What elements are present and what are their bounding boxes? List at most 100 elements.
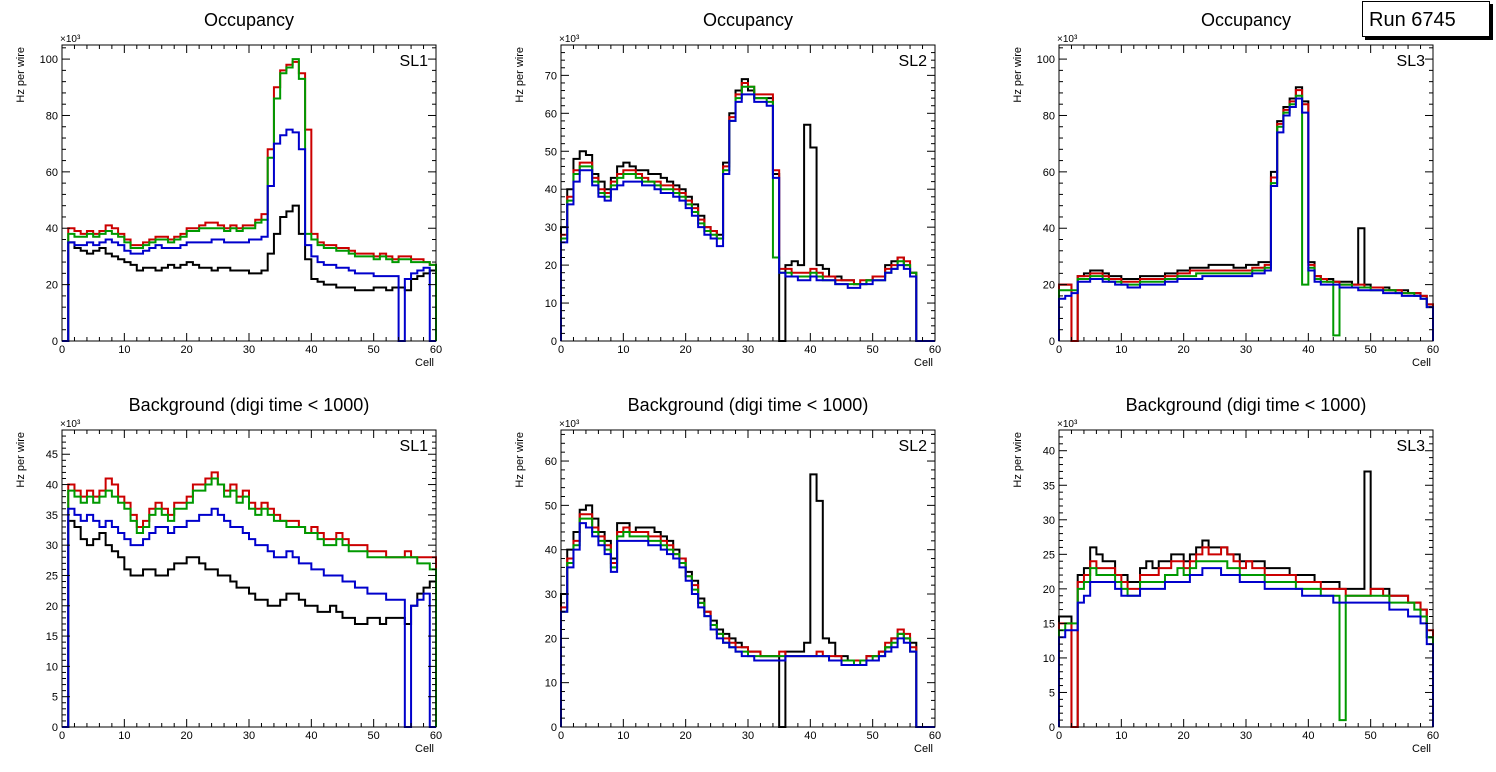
superlayer-label: SL2 xyxy=(899,53,928,70)
plot-title: Occupancy xyxy=(204,10,294,30)
x-tick-label: 20 xyxy=(1178,344,1190,356)
y-tick-label: 40 xyxy=(46,223,58,235)
y-tick-label: 20 xyxy=(46,601,58,613)
x-tick-label: 20 xyxy=(680,344,692,356)
y-exponent-label: ×10³ xyxy=(60,34,81,45)
y-axis-label: Hz per wire xyxy=(15,47,27,103)
y-tick-label: 80 xyxy=(1043,110,1055,122)
x-tick-label: 40 xyxy=(1302,730,1314,742)
x-tick-label: 40 xyxy=(804,730,816,742)
y-tick-label: 0 xyxy=(551,722,557,734)
plot-title: Occupancy xyxy=(1201,10,1291,30)
y-tick-label: 50 xyxy=(545,500,557,512)
series-blue-line xyxy=(1058,567,1434,727)
superlayer-label: SL3 xyxy=(1397,53,1426,70)
series-blue-line xyxy=(560,522,935,728)
x-tick-label: 20 xyxy=(181,730,193,742)
x-tick-label: 50 xyxy=(368,730,380,742)
x-tick-label: 50 xyxy=(368,344,380,356)
y-axis-label: Hz per wire xyxy=(15,432,27,488)
y-tick-label: 0 xyxy=(52,722,58,734)
y-tick-label: 45 xyxy=(46,449,58,461)
y-tick-label: 30 xyxy=(46,540,58,552)
histogram-panel-6: 0 10 20 30 40 50 60 0 5 10 15 20 25 30 35 40 ×10³ Backgro… xyxy=(1012,395,1439,755)
series-red-line xyxy=(1058,546,1434,728)
x-tick-label: 30 xyxy=(243,730,255,742)
y-tick-label: 10 xyxy=(46,661,58,673)
superlayer-label: SL1 xyxy=(400,53,429,70)
x-tick-label: 0 xyxy=(558,344,564,356)
x-tick-label: 0 xyxy=(558,730,564,742)
series-green-line xyxy=(560,85,935,342)
y-tick-label: 40 xyxy=(46,480,58,492)
series-black-line xyxy=(62,519,437,728)
y-tick-label: 10 xyxy=(545,678,557,690)
x-tick-label: 30 xyxy=(742,344,754,356)
y-axis-label: Hz per wire xyxy=(514,47,526,103)
y-exponent-label: ×10³ xyxy=(1057,419,1078,430)
x-axis-label: Cell xyxy=(1412,743,1431,755)
y-tick-label: 15 xyxy=(46,631,58,643)
y-tick-label: 5 xyxy=(52,692,58,704)
y-axis-label: Hz per wire xyxy=(1012,47,1024,103)
superlayer-label: SL2 xyxy=(899,438,928,455)
y-tick-label: 60 xyxy=(545,108,557,120)
x-tick-label: 10 xyxy=(1115,344,1127,356)
superlayer-label: SL1 xyxy=(400,438,429,455)
x-axis-label: Cell xyxy=(1412,357,1431,369)
x-axis-label: Cell xyxy=(914,357,933,369)
x-tick-label: 40 xyxy=(1302,344,1314,356)
x-tick-label: 40 xyxy=(305,344,317,356)
y-tick-label: 0 xyxy=(1049,336,1055,348)
y-tick-label: 40 xyxy=(545,184,557,196)
y-tick-label: 30 xyxy=(1043,515,1055,527)
x-axis-label: Cell xyxy=(415,743,434,755)
y-tick-label: 60 xyxy=(545,456,557,468)
series-red-line xyxy=(1058,89,1434,342)
superlayer-label: SL3 xyxy=(1397,438,1426,455)
x-tick-label: 50 xyxy=(867,730,879,742)
histogram-panel-3: 0 10 20 30 40 50 60 0 20 40 60 80 100×10³ Occupancy Ce… xyxy=(1012,10,1439,369)
y-exponent-label: ×10³ xyxy=(559,34,580,45)
x-tick-label: 10 xyxy=(118,344,130,356)
x-tick-label: 0 xyxy=(1056,730,1062,742)
run-number-label: Run 6745 xyxy=(1369,9,1456,31)
y-exponent-label: ×10³ xyxy=(559,419,580,430)
y-tick-label: 20 xyxy=(545,260,557,272)
series-green-line xyxy=(62,58,437,342)
histogram-panel-2: 0 10 20 30 40 50 60 0 10 20 30 40 50 60 70 ×10³ Occupanc… xyxy=(514,10,941,369)
series-green-line xyxy=(1058,94,1434,341)
x-tick-label: 10 xyxy=(617,730,629,742)
plot-frame xyxy=(61,429,437,728)
y-exponent-label: ×10³ xyxy=(60,419,81,430)
x-tick-label: 50 xyxy=(1365,730,1377,742)
x-tick-label: 60 xyxy=(1427,344,1439,356)
x-tick-label: 50 xyxy=(1365,344,1377,356)
series-green-line xyxy=(62,477,437,728)
y-tick-label: 25 xyxy=(1043,549,1055,561)
series-blue-line xyxy=(560,93,935,342)
y-tick-label: 40 xyxy=(1043,446,1055,458)
y-tick-label: 80 xyxy=(46,110,58,122)
x-tick-label: 60 xyxy=(430,344,442,356)
y-tick-label: 0 xyxy=(52,336,58,348)
x-tick-label: 40 xyxy=(804,344,816,356)
y-tick-label: 15 xyxy=(1043,618,1055,630)
plot-title: Background (digi time < 1000) xyxy=(129,395,370,415)
y-tick-label: 100 xyxy=(1037,54,1055,66)
y-tick-label: 100 xyxy=(40,54,58,66)
x-tick-label: 20 xyxy=(1178,730,1190,742)
x-tick-label: 20 xyxy=(181,344,193,356)
x-tick-label: 30 xyxy=(243,344,255,356)
y-tick-label: 30 xyxy=(545,589,557,601)
y-tick-label: 35 xyxy=(1043,480,1055,492)
run-label-box: Run 6745 xyxy=(1362,1,1490,37)
plot-title: Occupancy xyxy=(703,10,793,30)
histogram-panel-5: 0 10 20 30 40 50 60 0 10 20 30 40 50 60 ×10³ Background… xyxy=(514,395,941,755)
series-black-line xyxy=(1058,86,1434,342)
series-red-line xyxy=(560,81,935,342)
x-tick-label: 60 xyxy=(1427,730,1439,742)
x-tick-label: 0 xyxy=(59,344,65,356)
y-axis-label: Hz per wire xyxy=(514,432,526,488)
series-black-line xyxy=(1058,470,1434,728)
